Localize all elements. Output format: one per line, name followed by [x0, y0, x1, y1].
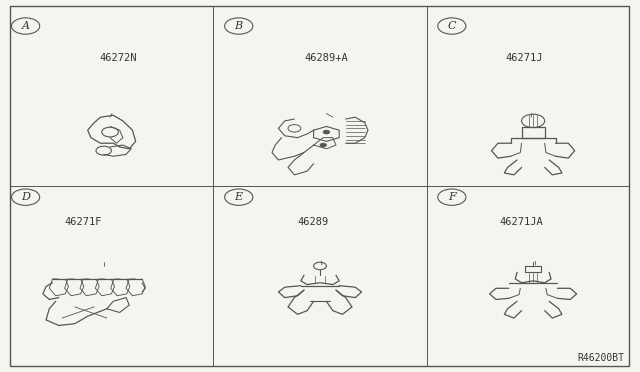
Text: 46271F: 46271F — [64, 217, 102, 227]
Text: 46289+A: 46289+A — [304, 53, 348, 63]
Circle shape — [225, 189, 253, 205]
Circle shape — [12, 189, 40, 205]
Circle shape — [323, 130, 330, 134]
Text: 46271JA: 46271JA — [499, 217, 543, 227]
Text: 46272N: 46272N — [99, 53, 137, 63]
Circle shape — [320, 143, 326, 147]
Text: C: C — [447, 21, 456, 31]
Circle shape — [12, 18, 40, 34]
Circle shape — [438, 189, 466, 205]
Text: 46289: 46289 — [298, 217, 329, 227]
Text: B: B — [235, 21, 243, 31]
Text: F: F — [448, 192, 456, 202]
Circle shape — [225, 18, 253, 34]
Text: D: D — [21, 192, 30, 202]
Circle shape — [438, 18, 466, 34]
Text: 46271J: 46271J — [506, 53, 543, 63]
Text: A: A — [22, 21, 29, 31]
Text: R46200BT: R46200BT — [577, 353, 624, 363]
Text: E: E — [235, 192, 243, 202]
